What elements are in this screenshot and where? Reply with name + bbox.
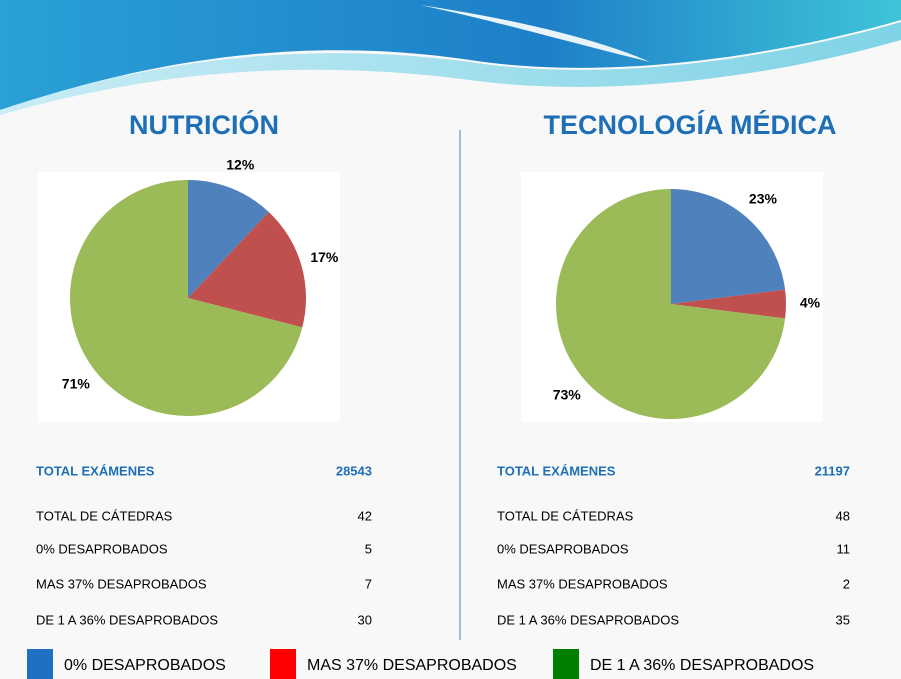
table-header-label: TOTAL EXÁMENES bbox=[36, 463, 155, 478]
slice-label: 73% bbox=[553, 387, 582, 403]
legend-swatch bbox=[27, 649, 53, 679]
table-row-value: 42 bbox=[358, 508, 372, 523]
table-row-value: 48 bbox=[836, 508, 850, 523]
table-row-value: 2 bbox=[843, 576, 850, 591]
table-row-label: TOTAL DE CÁTEDRAS bbox=[36, 508, 173, 523]
slice-label: 17% bbox=[310, 249, 339, 265]
slice-label: 12% bbox=[226, 157, 255, 173]
table-header-value: 21197 bbox=[815, 463, 850, 478]
slice-label: 4% bbox=[800, 295, 821, 311]
table-row-label: TOTAL DE CÁTEDRAS bbox=[497, 508, 634, 523]
header-wave-light bbox=[0, 22, 901, 115]
slice-label: 71% bbox=[62, 376, 91, 392]
table-row-label: MAS 37% DESAPROBADOS bbox=[36, 576, 207, 591]
table-row-value: 30 bbox=[358, 612, 372, 627]
table-row-label: 0% DESAPROBADOS bbox=[497, 541, 629, 556]
table-row-value: 35 bbox=[836, 612, 850, 627]
pie-slice bbox=[70, 180, 303, 417]
pie-slice bbox=[671, 189, 786, 304]
chart-title: TECNOLOGÍA MÉDICA bbox=[544, 109, 837, 140]
legend-swatch bbox=[553, 649, 579, 679]
header-wave bbox=[0, 0, 901, 110]
table-header-value: 28543 bbox=[336, 463, 372, 478]
pie-slice bbox=[671, 289, 786, 319]
table-row-value: 11 bbox=[837, 541, 851, 556]
table-row-value: 7 bbox=[365, 576, 372, 591]
legend-label: DE 1 A 36% DESAPROBADOS bbox=[590, 657, 814, 674]
table-row-value: 5 bbox=[365, 541, 372, 556]
table-row-label: 0% DESAPROBADOS bbox=[36, 541, 168, 556]
table-row-label: DE 1 A 36% DESAPROBADOS bbox=[497, 612, 679, 627]
legend-swatch bbox=[270, 649, 296, 679]
slice-label: 23% bbox=[749, 190, 778, 206]
header-highlight bbox=[420, 5, 650, 62]
pie-slice bbox=[188, 180, 269, 298]
legend-label: MAS 37% DESAPROBADOS bbox=[307, 657, 517, 674]
table-row-label: DE 1 A 36% DESAPROBADOS bbox=[36, 612, 218, 627]
pie-slice bbox=[556, 189, 786, 419]
pie-slice bbox=[188, 211, 307, 328]
table-header-label: TOTAL EXÁMENES bbox=[497, 463, 616, 478]
table-row-label: MAS 37% DESAPROBADOS bbox=[497, 576, 668, 591]
chart-title: NUTRICIÓN bbox=[129, 109, 279, 140]
legend-label: 0% DESAPROBADOS bbox=[64, 657, 226, 674]
